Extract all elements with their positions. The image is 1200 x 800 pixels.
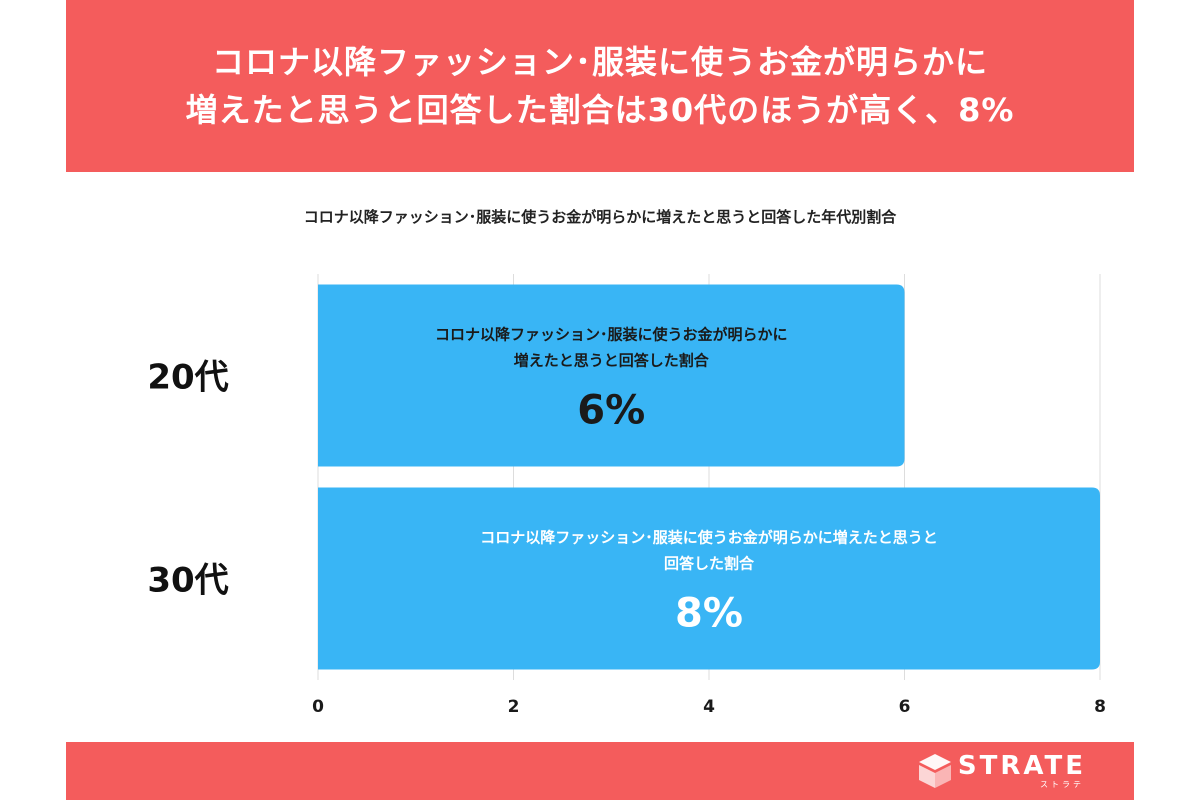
bar-label-0-line-0: コロナ以降ファッション･服装に使うお金が明らかに <box>435 326 788 344</box>
x-tick-label-4: 8 <box>1094 697 1106 717</box>
bar-20代 <box>318 284 905 467</box>
category-label-1: 30代 <box>147 561 228 601</box>
x-tick-label-1: 2 <box>508 697 520 717</box>
header-title-line-2: 増えたと思うと回答した割合は30代のほうが高く、8% <box>185 91 1015 129</box>
bar-label-0-line-1: 増えたと思うと回答した割合 <box>514 352 710 370</box>
logo-text: STRATE <box>957 751 1086 781</box>
strate-logo-icon <box>918 754 951 788</box>
bar-label-1-line-0: コロナ以降ファッション･服装に使うお金が明らかに増えたと思うと <box>480 529 938 547</box>
logo-kana: ストラテ <box>1040 780 1084 789</box>
x-tick-label-0: 0 <box>312 697 324 717</box>
bar-30代 <box>318 487 1100 670</box>
footer-banner: STRATE ストラテ <box>66 742 1134 800</box>
infographic: コロナ以降ファッション･服装に使うお金が明らかに 増えたと思うと回答した割合は3… <box>66 0 1134 800</box>
bar-label-1-line-1: 回答した割合 <box>664 555 755 573</box>
x-tick-label-2: 4 <box>703 697 715 717</box>
x-tick-label-3: 6 <box>899 697 911 717</box>
bar-value-label-1: 8% <box>675 591 743 637</box>
strate-logo: STRATE ストラテ <box>918 752 1086 790</box>
bar-chart: 0 2 4 6 820代コロナ以降ファッション･服装に使うお金が明らかに増えたと思うと回… <box>147 274 1106 717</box>
header-title-line-1: コロナ以降ファッション･服装に使うお金が明らかに <box>211 43 988 81</box>
bar-value-label-0: 6% <box>577 388 645 434</box>
header-banner: コロナ以降ファッション･服装に使うお金が明らかに 増えたと思うと回答した割合は3… <box>66 0 1134 172</box>
chart-title: コロナ以降ファッション･服装に使うお金が明らかに増えたと思うと回答した年代別割合 <box>303 208 897 226</box>
category-label-0: 20代 <box>147 358 228 398</box>
